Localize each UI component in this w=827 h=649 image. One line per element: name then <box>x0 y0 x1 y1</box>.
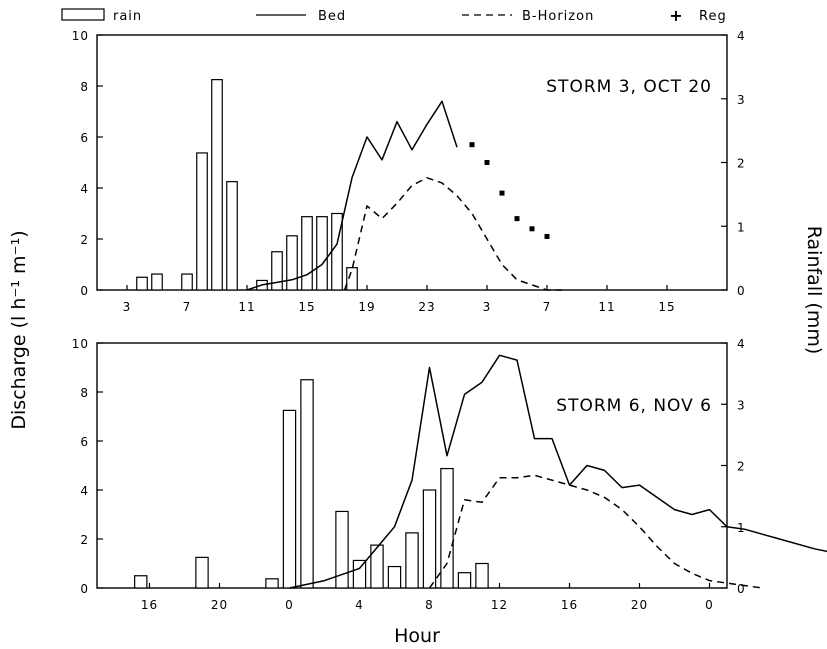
legend-bed-label: Bed <box>318 9 346 24</box>
x-axis-label: Hour <box>394 625 440 647</box>
x-tick-label: 8 <box>425 598 434 612</box>
rain-bar <box>352 559 367 589</box>
y-tick-label-left: 6 <box>80 435 89 449</box>
rain-bar <box>422 489 437 589</box>
reg-point <box>484 160 490 165</box>
y-tick-label-right: 3 <box>737 398 746 412</box>
rain-bar <box>151 273 163 291</box>
rain-bar <box>475 562 489 589</box>
legend-rain-swatch <box>61 8 105 21</box>
rain-bar <box>136 276 148 291</box>
x-tick-label: 19 <box>358 300 375 314</box>
x-tick-label: 3 <box>123 300 132 314</box>
x-tick-label: 4 <box>355 598 364 612</box>
reg-point <box>529 226 535 232</box>
x-tick-label: 7 <box>183 300 192 314</box>
rain-bar <box>346 267 358 291</box>
x-tick-label: 15 <box>298 300 315 314</box>
reg-point <box>499 190 505 196</box>
rain-bar <box>282 409 297 589</box>
rain-bar <box>286 235 298 291</box>
y-tick-label-left: 2 <box>80 533 89 547</box>
rain-bar <box>316 216 328 291</box>
bed-line <box>246 100 458 291</box>
bed-line <box>289 354 827 589</box>
rain-bar <box>457 572 472 589</box>
y-tick-label-left: 10 <box>72 29 89 43</box>
y-tick-label-right: 2 <box>737 157 746 171</box>
reg-point <box>544 233 550 239</box>
y-tick-label-right: 4 <box>737 337 746 351</box>
x-tick-label: 15 <box>658 300 675 314</box>
x-tick-label: 3 <box>483 300 492 314</box>
y-tick-label-left: 0 <box>80 582 89 596</box>
rain-bar <box>181 273 193 291</box>
y-tick-label-left: 6 <box>80 131 89 145</box>
y-tick-label-right: 0 <box>737 284 746 298</box>
legend-bhorizon-label: B-Horizon <box>522 9 594 24</box>
x-tick-label: 23 <box>418 300 435 314</box>
y-tick-label-right: 3 <box>737 93 746 107</box>
y-tick-label-right: 0 <box>737 582 746 596</box>
legend-reg-swatch: + <box>669 6 682 25</box>
y-axis-label-left: Discharge (l h⁻¹ m⁻¹) <box>8 230 30 429</box>
rain-bar <box>211 79 223 291</box>
y-tick-label-left: 2 <box>80 233 89 247</box>
y-tick-label-right: 1 <box>737 521 746 535</box>
y-tick-label-left: 4 <box>80 182 89 196</box>
rain-bar <box>440 467 454 589</box>
y-axis-label-right: Rainfall (mm) <box>803 226 825 355</box>
rain-bar <box>300 379 314 589</box>
x-tick-label: 16 <box>561 598 578 612</box>
y-tick-label-left: 8 <box>80 386 89 400</box>
reg-point <box>469 142 475 148</box>
legend-rain-label: rain <box>113 9 142 24</box>
x-tick-label: 16 <box>141 598 158 612</box>
y-tick-label-right: 1 <box>737 220 746 234</box>
x-tick-label: 11 <box>238 300 255 314</box>
rain-bar <box>195 556 209 589</box>
x-tick-label: 20 <box>211 598 228 612</box>
reg-point <box>514 216 520 222</box>
legend: rain Bed B-Horizon + Reg <box>61 6 727 25</box>
y-tick-label-right: 2 <box>737 460 746 474</box>
rain-bar <box>387 565 402 589</box>
rain-bar <box>226 181 238 291</box>
legend-reg-label: Reg <box>699 9 727 24</box>
y-tick-label-right: 4 <box>737 29 746 43</box>
x-tick-label: 7 <box>543 300 552 314</box>
bhorizon-line <box>343 177 562 291</box>
x-tick-label: 11 <box>598 300 615 314</box>
x-tick-label: 12 <box>491 598 508 612</box>
rain-bar <box>134 575 148 589</box>
storm-title: STORM 3, OCT 20 <box>546 77 712 97</box>
rain-bar <box>405 532 419 589</box>
x-tick-label: 0 <box>285 598 294 612</box>
storm-title: STORM 6, NOV 6 <box>556 396 712 416</box>
rain-bar <box>271 251 283 291</box>
y-tick-label-left: 4 <box>80 484 89 498</box>
x-tick-label: 0 <box>705 598 714 612</box>
rain-bar <box>301 216 313 291</box>
y-tick-label-left: 10 <box>72 337 89 351</box>
x-tick-label: 20 <box>631 598 648 612</box>
rain-bar <box>196 152 208 291</box>
y-tick-label-left: 0 <box>80 284 89 298</box>
bhorizon-line <box>428 474 763 589</box>
plot-frame <box>96 34 728 291</box>
rain-bar <box>265 578 279 589</box>
rain-bar <box>370 544 384 589</box>
y-tick-label-left: 8 <box>80 80 89 94</box>
rain-bar <box>335 510 349 589</box>
